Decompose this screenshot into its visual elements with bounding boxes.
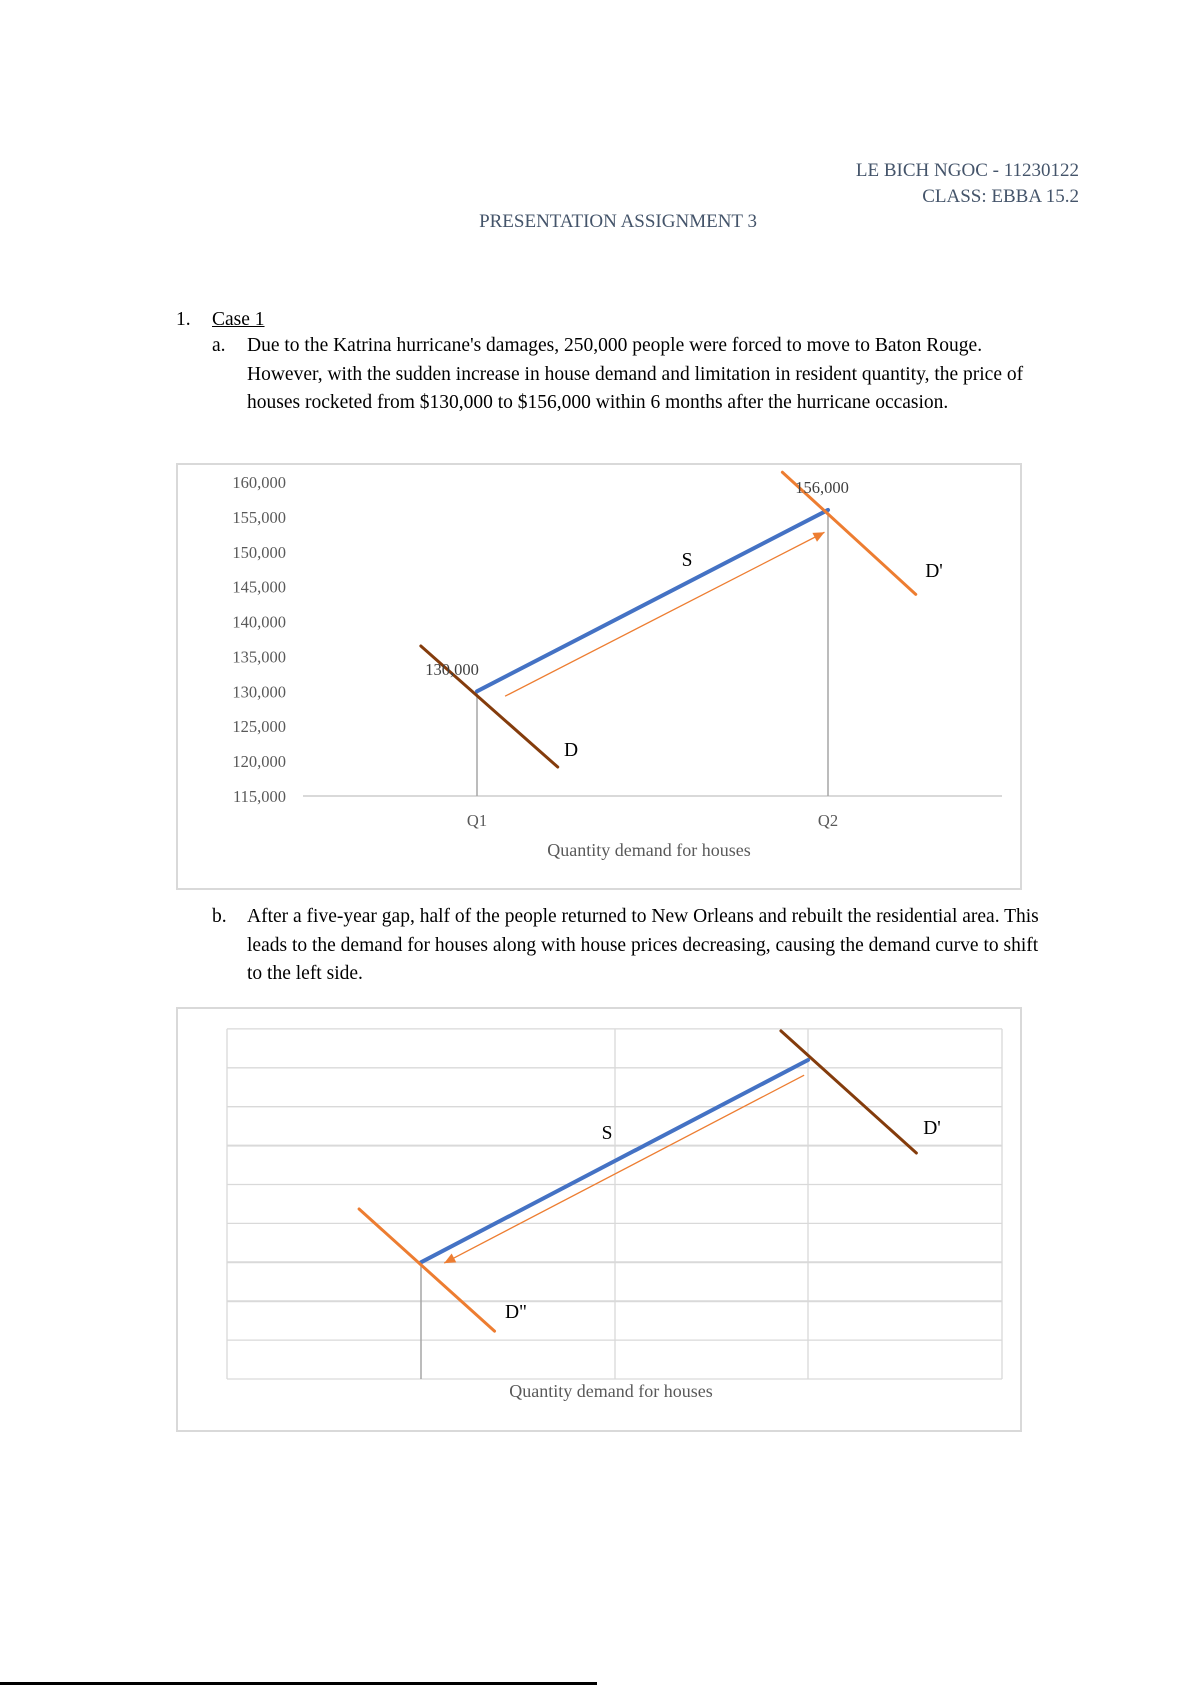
y-tick-label: 150,000 [232, 543, 286, 562]
item-b-marker: b. [212, 906, 227, 927]
price-increase-arrow-line [504, 531, 825, 697]
price-decrease-arrow-line [443, 1074, 805, 1264]
y-tick-label: 115,000 [233, 787, 286, 806]
series-label: S [682, 550, 693, 571]
author-line: LE BICH NGOC - 11230122 [855, 160, 1079, 181]
x-tick-label: Q2 [818, 811, 838, 830]
series-label: D" [505, 1302, 527, 1323]
item-a-marker: a. [212, 335, 226, 356]
price-increase-arrow-head [812, 532, 825, 542]
item-a-text: Due to the Katrina hurricane's damages, … [247, 335, 1024, 413]
x-axis-title: Quantity demand for houses [509, 1381, 712, 1401]
page-bottom-border [0, 1682, 597, 1685]
x-axis-title: Quantity demand for houses [547, 840, 750, 860]
price-annotation: 156,000 [795, 478, 849, 497]
section-title: Case 1 [212, 309, 265, 330]
y-tick-label: 145,000 [232, 578, 286, 597]
section-number: 1. [176, 309, 191, 330]
chart-case-a-svg: 160,000 155,000 150,000 145,000 140,000 135,0… [232, 470, 1002, 860]
series-label: D' [923, 1118, 941, 1139]
series-demand-shifted [779, 1029, 918, 1155]
x-tick-label: Q1 [467, 811, 487, 830]
series-demand-new [357, 1207, 497, 1333]
series-label: S [602, 1123, 613, 1144]
y-tick-label: 130,000 [232, 682, 286, 701]
y-tick-label: 155,000 [232, 508, 286, 527]
y-tick-label: 160,000 [232, 473, 286, 492]
chart-case-b-svg: Quantity demand for houses S D' D" [226, 1028, 1003, 1401]
price-annotation: 130,000 [425, 660, 479, 679]
series-demand [419, 644, 560, 769]
series-demand-shifted [780, 470, 918, 596]
y-tick-label: 125,000 [232, 717, 286, 736]
chart-case-b: Quantity demand for houses S D' D" [176, 1007, 1022, 1432]
series-label: D [564, 740, 578, 761]
y-tick-label: 140,000 [232, 613, 286, 632]
page-title: PRESENTATION ASSIGNMENT 3 [479, 211, 757, 232]
series-supply [475, 507, 830, 694]
price-decrease-arrow-head [444, 1253, 457, 1264]
chart-case-a: 160,000 155,000 150,000 145,000 140,000 135,0… [176, 463, 1022, 890]
y-tick-label: 135,000 [232, 647, 286, 666]
item-b-text: After a five-year gap, half of the peopl… [247, 906, 1039, 984]
y-tick-label: 120,000 [232, 752, 286, 771]
class-line: CLASS: EBBA 15.2 [922, 186, 1079, 207]
series-supply [419, 1058, 810, 1265]
series-label: D' [925, 561, 943, 582]
